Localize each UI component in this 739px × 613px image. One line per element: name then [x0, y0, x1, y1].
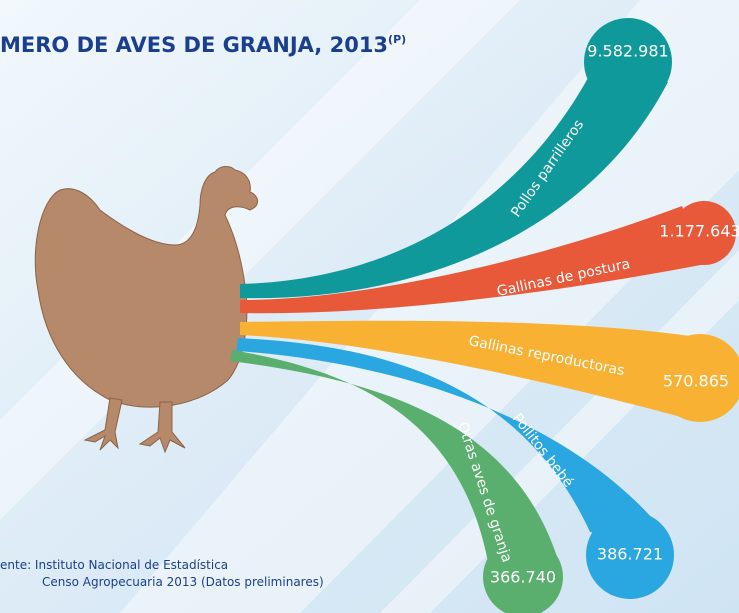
- source-line: ente: Instituto Nacional de Estadística: [0, 558, 228, 572]
- stream-value: 9.582.981: [587, 42, 668, 61]
- source-line: Censo Agropecuaria 2013 (Datos prelimina…: [42, 575, 324, 589]
- title: MERO DE AVES DE GRANJA, 2013(P): [0, 33, 406, 57]
- stream-value: 386.721: [597, 545, 663, 564]
- stream-value: 570.865: [663, 372, 729, 391]
- stream-value: 366.740: [490, 568, 556, 587]
- infographic: MERO DE AVES DE GRANJA, 2013(P) Pollos p…: [0, 0, 739, 613]
- page: MERO DE AVES DE GRANJA, 2013(P) Pollos p…: [0, 0, 739, 613]
- stream-value: 1.177.643: [659, 222, 739, 241]
